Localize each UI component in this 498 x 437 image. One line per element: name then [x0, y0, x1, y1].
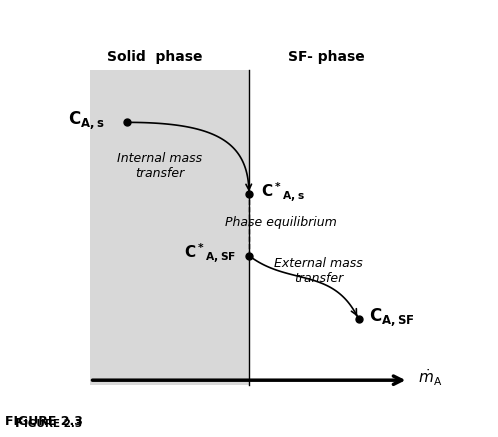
Text: SF- phase: SF- phase: [288, 50, 365, 64]
Bar: [90, 70, 249, 385]
Text: F: F: [15, 417, 23, 430]
Text: $\dot{m}_\mathrm{A}$: $\dot{m}_\mathrm{A}$: [418, 368, 443, 388]
Text: Internal mass
transfer: Internal mass transfer: [117, 152, 202, 180]
Text: $\mathbf{C^*}_{\mathbf{A,s}}$: $\mathbf{C^*}_{\mathbf{A,s}}$: [261, 180, 305, 204]
Text: $\mathbf{C^*}_{\mathbf{A,SF}}$: $\mathbf{C^*}_{\mathbf{A,SF}}$: [184, 242, 237, 265]
Text: $\mathbf{C}_{\mathbf{A,SF}}$: $\mathbf{C}_{\mathbf{A,SF}}$: [369, 306, 414, 328]
Text: IGURE 2.3: IGURE 2.3: [24, 420, 82, 430]
Text: Solid  phase: Solid phase: [107, 50, 202, 64]
Text: $\mathbf{C}_{\mathbf{A,s}}$: $\mathbf{C}_{\mathbf{A,s}}$: [68, 109, 105, 131]
Text: FIGURE 2.3: FIGURE 2.3: [5, 415, 83, 428]
Text: External mass
transfer: External mass transfer: [274, 257, 363, 285]
Text: Phase equilibrium: Phase equilibrium: [226, 216, 337, 229]
